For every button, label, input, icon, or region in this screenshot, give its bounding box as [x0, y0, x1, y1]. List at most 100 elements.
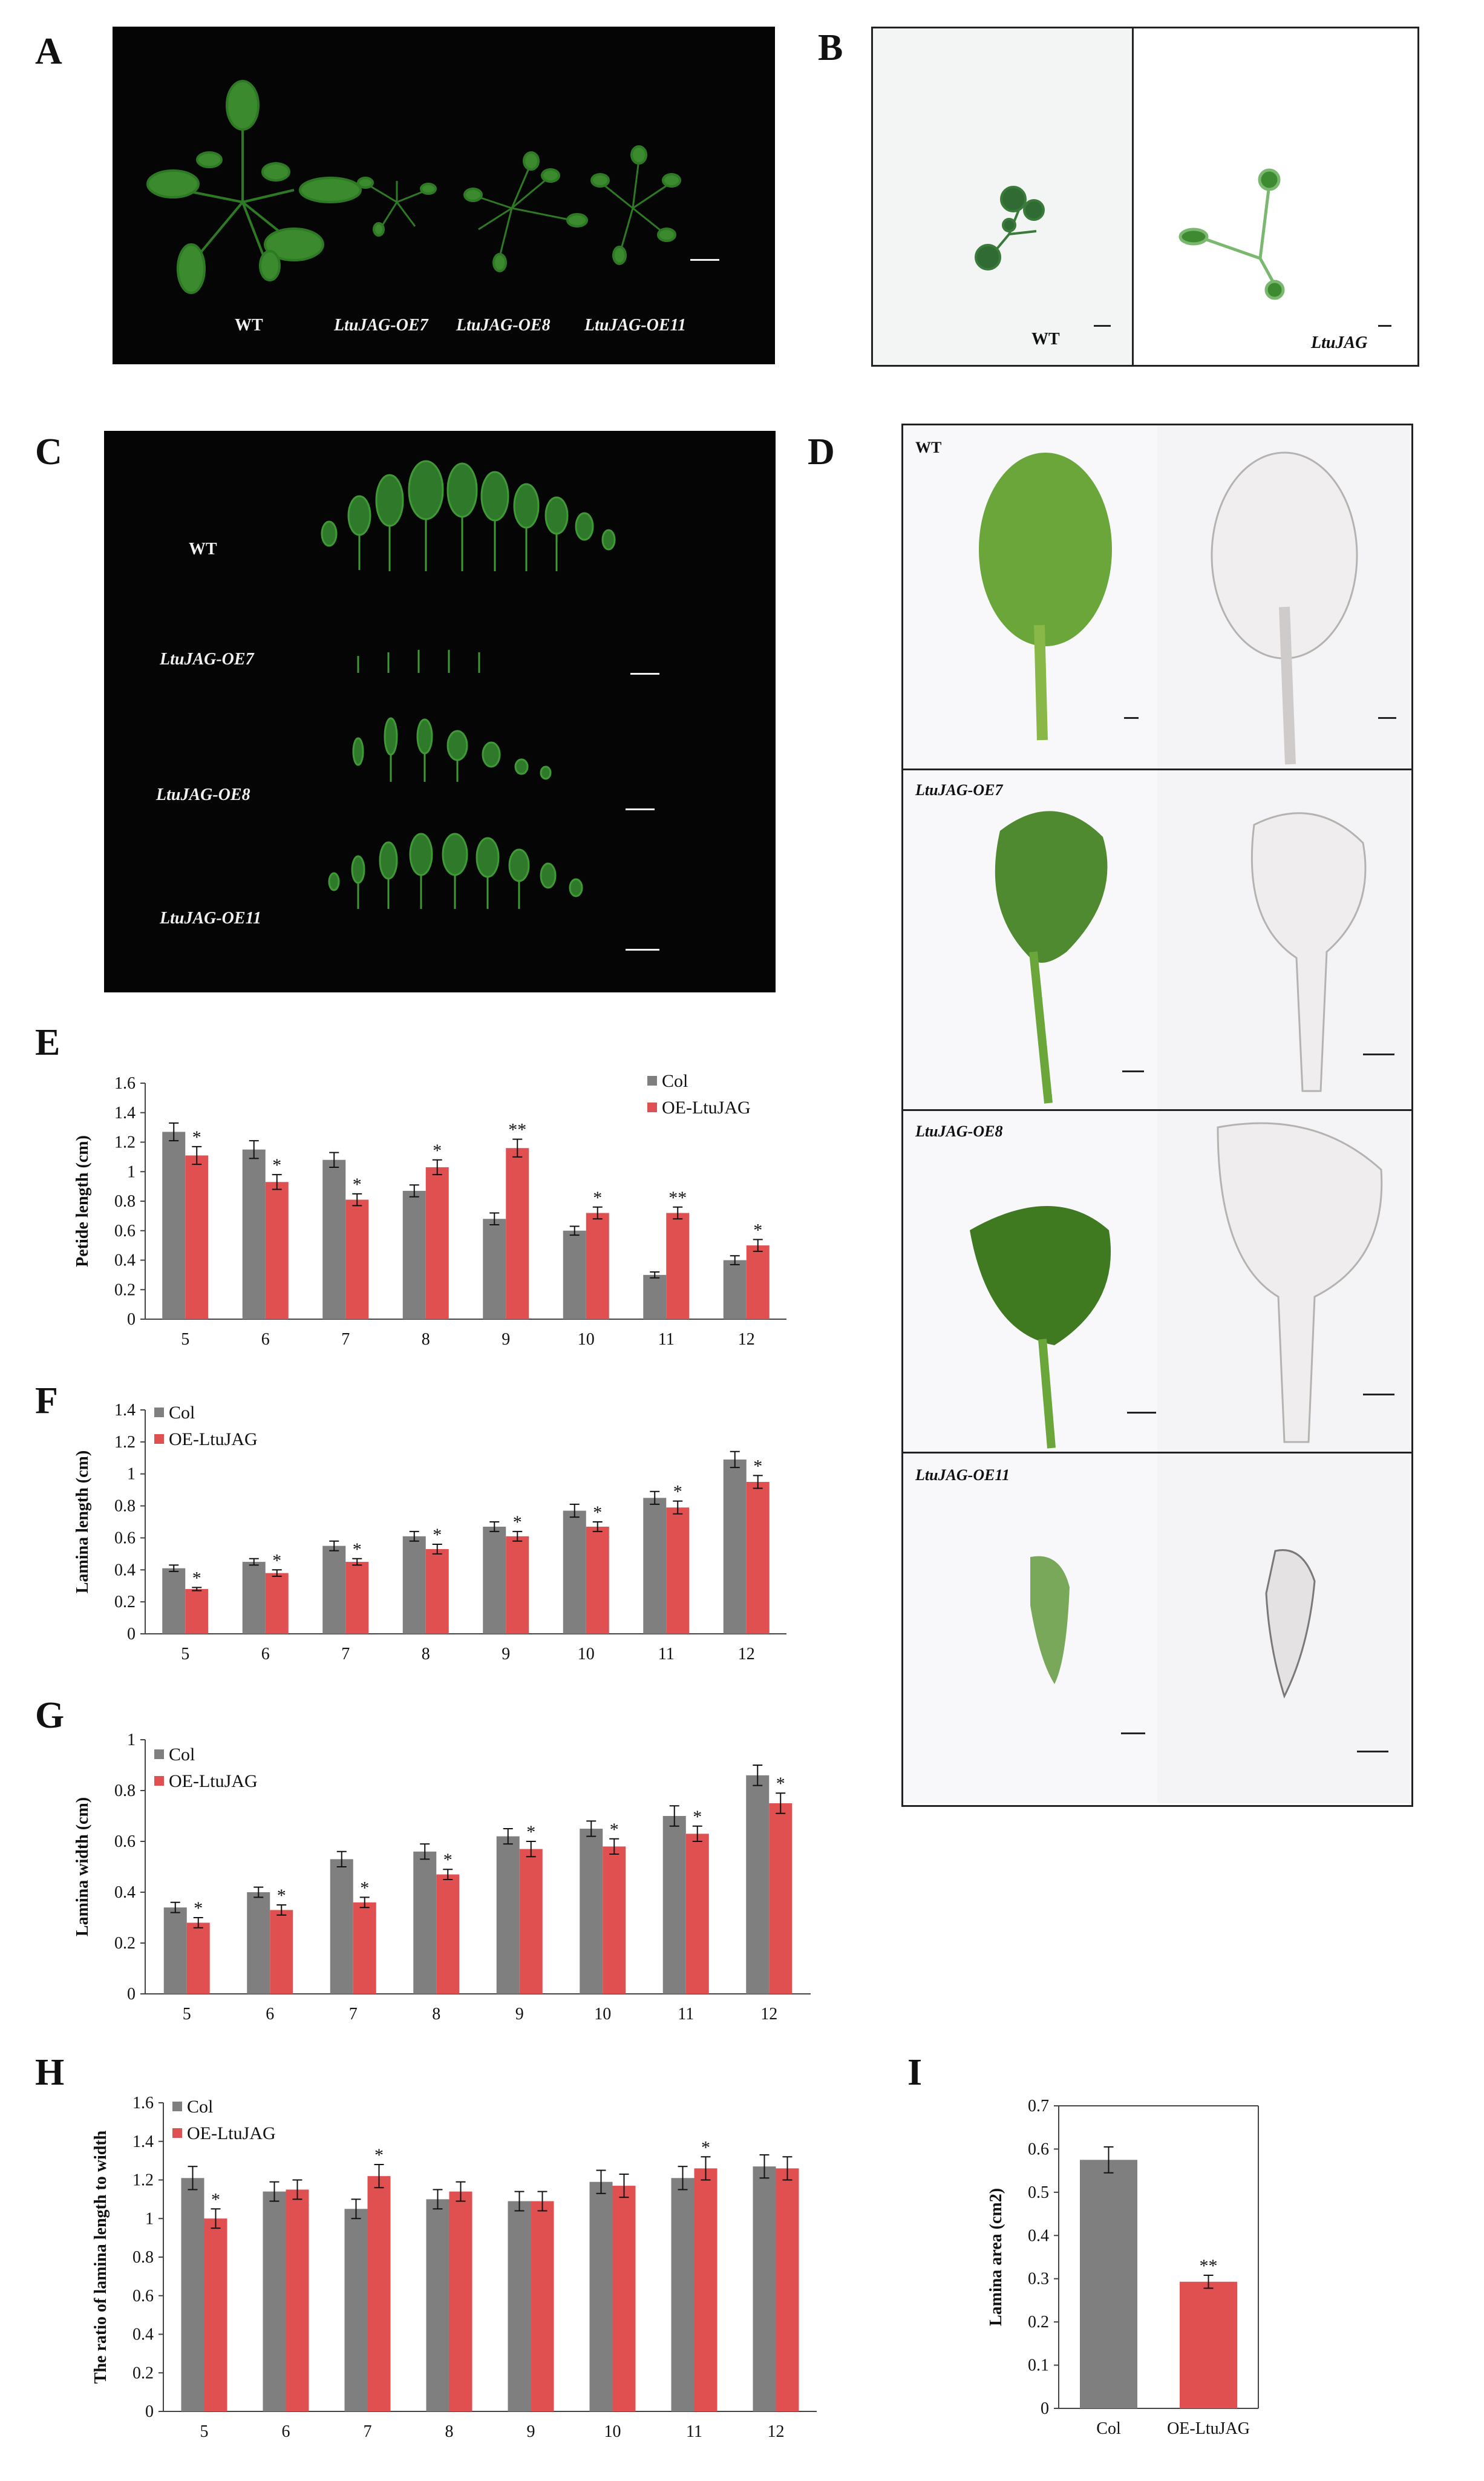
y-tick-label: 0 [1041, 2399, 1049, 2418]
bar-col [496, 1836, 520, 1994]
panel-b-photo: WT LtuJAG [871, 27, 1419, 367]
y-tick-label: 1.4 [132, 2132, 154, 2151]
significance-mark: * [593, 1503, 602, 1522]
panel-c-label-oe8: LtuJAG-OE8 [156, 785, 250, 804]
bar-col [671, 2178, 695, 2411]
y-tick-label: 0.6 [1028, 2140, 1049, 2158]
scale-bar [1363, 1054, 1394, 1055]
panel-a-plants-image [146, 80, 681, 294]
x-tick-label: 5 [181, 1645, 189, 1663]
bar-col [330, 1859, 353, 1994]
scale-bar [626, 808, 655, 810]
bar-col [483, 1219, 506, 1319]
y-tick-label: 0.4 [132, 2325, 154, 2344]
y-axis-label: Petide length (cm) [73, 1135, 92, 1267]
x-tick-label: 5 [200, 2422, 209, 2441]
y-tick-label: 0.3 [1028, 2270, 1049, 2289]
panel-d-label-oe7: LtuJAG-OE7 [915, 781, 1003, 799]
bar-oe-ltujag [204, 2218, 227, 2411]
bar-col [589, 2181, 613, 2411]
scale-bar [1378, 717, 1396, 719]
significance-mark: * [776, 1774, 785, 1794]
bar-oe-ltujag [586, 1526, 609, 1634]
panel-a-label-oe7: LtuJAG-OE7 [334, 316, 428, 335]
bar-oe-ltujag [769, 1803, 793, 1994]
y-tick-label: 1 [145, 2209, 154, 2228]
x-tick-label: 10 [594, 2005, 611, 2024]
scale-bar [1357, 1751, 1388, 1752]
scale-bar [1124, 717, 1139, 719]
significance-mark: * [443, 1850, 453, 1870]
legend-label: OE-LtuJAG [169, 1771, 258, 1791]
y-axis-label: Lamina width (cm) [73, 1797, 92, 1936]
legend-swatch [647, 1076, 657, 1086]
x-tick-label: 10 [578, 1645, 595, 1663]
panel-letter-b: B [818, 27, 843, 68]
x-tick-label: 12 [768, 2422, 785, 2441]
bar-oe-ltujag [436, 1874, 460, 1994]
legend-swatch [154, 1776, 164, 1786]
x-tick-label: 7 [341, 1330, 350, 1349]
bar-oe-ltujag [519, 1849, 543, 1994]
bar-oe-ltujag [666, 1213, 690, 1319]
significance-mark: * [353, 1539, 362, 1559]
scale-bar [1363, 1394, 1394, 1395]
y-tick-label: 1.2 [132, 2171, 154, 2190]
significance-mark: * [277, 1886, 286, 1906]
chart-f: 0 0.2 0.4 0.6 0.8 1 1.2 1.4 Lamina length (cm) * 5… [42, 1392, 829, 1676]
scale-bar [1094, 325, 1111, 327]
bar-oe-ltujag [586, 1213, 609, 1319]
panel-letter-c: C [35, 431, 62, 473]
y-tick-label: 1 [127, 1731, 136, 1749]
x-tick-label: 8 [422, 1645, 430, 1663]
chart-h: 0 0.2 0.4 0.6 0.8 1 1.2 1.4 1.6 The ratio of lami… [42, 2085, 829, 2454]
y-tick-label: 1 [127, 1465, 136, 1484]
y-tick-label: 1 [127, 1162, 136, 1181]
x-tick-label: 5 [181, 1330, 189, 1349]
y-tick-label: 0.8 [114, 1781, 136, 1800]
panel-letter-f: F [35, 1380, 58, 1421]
y-tick-label: 0.2 [1028, 2313, 1049, 2332]
legend-swatch [154, 1749, 164, 1759]
scale-bar [690, 259, 719, 261]
bar-col [242, 1562, 266, 1634]
panel-a-label-wt: WT [235, 316, 263, 335]
panel-c-label-oe7: LtuJAG-OE7 [160, 650, 254, 669]
x-tick-label: 9 [502, 1330, 510, 1349]
y-tick-label: 0.6 [114, 1222, 136, 1240]
chart-i-svg: 0 0.1 0.2 0.3 0.4 0.5 0.6 0.7 Lamina area (cm2) C… [987, 2097, 1259, 2438]
scale-bar [630, 673, 659, 675]
chart-f-svg: 0 0.2 0.4 0.6 0.8 1 1.2 1.4 Lamina length (cm) * 5… [73, 1401, 786, 1663]
scale-bar [1121, 1732, 1145, 1734]
bar-oe-ltujag [449, 2191, 472, 2411]
y-tick-label: 1.4 [114, 1401, 136, 1420]
bar-col [723, 1260, 747, 1319]
panel-d-label-oe11: LtuJAG-OE11 [915, 1466, 1010, 1484]
panel-a-photo: WT LtuJAG-OE7 LtuJAG-OE8 LtuJAG-OE11 [113, 27, 775, 364]
x-tick-label: 6 [261, 1645, 270, 1663]
significance-mark: * [526, 1822, 535, 1842]
significance-mark: * [673, 1482, 682, 1502]
x-tick-label: 11 [658, 1330, 675, 1349]
significance-mark: * [753, 1456, 762, 1476]
bar-col [322, 1159, 346, 1319]
bar-col [662, 1816, 686, 1994]
bar-col [580, 1829, 603, 1994]
panel-c-photo: WT LtuJAG-OE7 LtuJAG-OE8 LtuJAG-OE11 [104, 431, 776, 992]
y-tick-label: 0.2 [114, 1593, 136, 1611]
scale-bar [1122, 1070, 1144, 1072]
y-tick-label: 1.4 [114, 1104, 136, 1123]
bar-col [163, 1907, 187, 1994]
bar-oe-ltujag [776, 2168, 799, 2411]
legend-swatch [647, 1103, 657, 1112]
panel-d-frame [901, 424, 1413, 1807]
x-tick-label: 9 [502, 1645, 510, 1663]
bar-oe-ltujag [1180, 2281, 1237, 2408]
panel-d-rows: WT LtuJAG-OE7 LtuJAG-OE8 LtuJAG-OE11 [903, 425, 1411, 1805]
significance-mark: * [433, 1525, 442, 1545]
bar-oe-ltujag [694, 2168, 717, 2411]
panel-b-label-ltujag: LtuJAG [1311, 333, 1368, 352]
significance-mark: * [272, 1550, 281, 1570]
bar-col [643, 1498, 667, 1634]
chart-h-svg: 0 0.2 0.4 0.6 0.8 1 1.2 1.4 1.6 The ratio of lami… [91, 2094, 817, 2441]
